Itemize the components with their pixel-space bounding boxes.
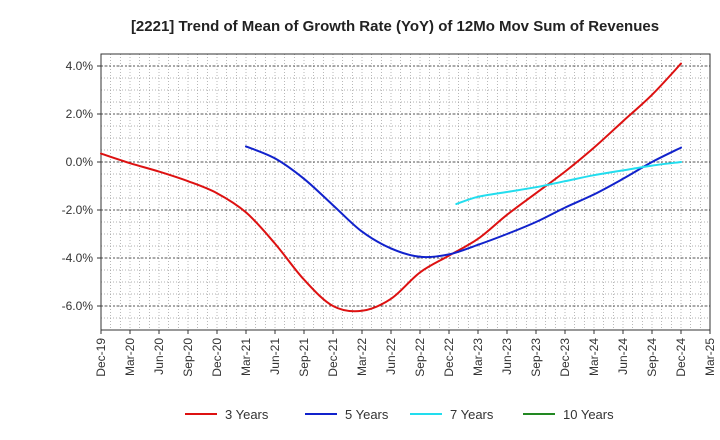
x-tick-label: Jun-20 <box>152 338 166 375</box>
x-tick-label: Jun-22 <box>384 338 398 375</box>
x-tick-label: Mar-24 <box>587 338 601 376</box>
y-tick-label: -6.0% <box>62 299 94 313</box>
x-tick-label: Mar-23 <box>471 338 485 376</box>
chart-title: [2221] Trend of Mean of Growth Rate (YoY… <box>131 18 659 35</box>
x-tick-label: Mar-25 <box>703 338 717 376</box>
x-tick-label: Dec-22 <box>442 338 456 377</box>
grid <box>101 54 710 330</box>
legend-label: 10 Years <box>563 407 614 422</box>
x-tick-label: Dec-21 <box>326 338 340 377</box>
y-tick-label: 2.0% <box>66 107 94 121</box>
legend-label: 7 Years <box>450 407 494 422</box>
series-lines <box>100 62 682 313</box>
y-axis: 4.0% 2.0% 0.0% -2.0% -4.0% -6.0% <box>62 59 101 313</box>
x-axis: Dec-19 Mar-20 Jun-20 Sep-20 Dec-20 Mar-21 Jun-… <box>94 330 717 377</box>
x-tick-label: Dec-19 <box>94 338 108 377</box>
x-tick-label: Sep-24 <box>645 338 659 377</box>
x-tick-label: Sep-22 <box>413 338 427 377</box>
x-tick-label: Mar-22 <box>355 338 369 376</box>
x-tick-label: Mar-21 <box>239 338 253 376</box>
series-line-5-years <box>245 145 682 259</box>
legend-label: 5 Years <box>345 407 389 422</box>
x-tick-label: Dec-20 <box>210 338 224 377</box>
series-line-7-years <box>455 161 682 205</box>
x-tick-label: Dec-24 <box>674 338 688 377</box>
x-tick-label: Dec-23 <box>558 338 572 377</box>
x-tick-label: Sep-21 <box>297 338 311 377</box>
y-tick-label: -2.0% <box>62 203 94 217</box>
series-line-3-years <box>100 62 682 313</box>
x-tick-label: Sep-20 <box>181 338 195 377</box>
x-tick-label: Jun-23 <box>500 338 514 375</box>
legend: 3 Years 5 Years 7 Years 10 Years <box>185 407 614 422</box>
x-tick-label: Jun-21 <box>268 338 282 375</box>
plot-area-frame <box>100 53 711 331</box>
x-tick-label: Jun-24 <box>616 338 630 375</box>
x-tick-label: Mar-20 <box>123 338 137 376</box>
legend-label: 3 Years <box>225 407 269 422</box>
y-tick-label: 4.0% <box>66 59 94 73</box>
x-tick-label: Sep-23 <box>529 338 543 377</box>
y-tick-label: 0.0% <box>66 155 94 169</box>
y-tick-label: -4.0% <box>62 251 94 265</box>
